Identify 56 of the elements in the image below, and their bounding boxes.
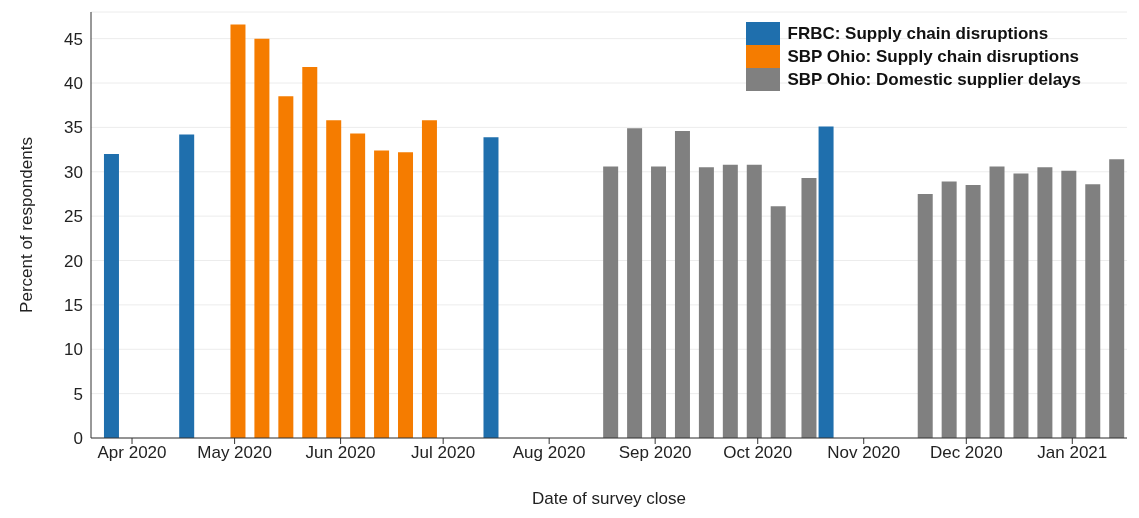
bar bbox=[989, 166, 1005, 438]
bar bbox=[722, 164, 738, 438]
x-tick-label: Jan 2021 bbox=[1037, 443, 1108, 463]
bar bbox=[1061, 170, 1077, 438]
bar bbox=[326, 120, 342, 438]
x-tick-label: May 2020 bbox=[197, 443, 272, 463]
x-tick-label: Dec 2020 bbox=[929, 443, 1003, 463]
bar bbox=[374, 150, 390, 438]
bar bbox=[483, 137, 499, 438]
bar bbox=[603, 166, 619, 438]
bar bbox=[746, 164, 762, 438]
bar bbox=[674, 130, 690, 438]
x-tick-label: Sep 2020 bbox=[618, 443, 692, 463]
y-tick-label: 0 bbox=[73, 429, 83, 449]
bar bbox=[818, 126, 834, 438]
bar bbox=[1109, 159, 1125, 438]
x-tick-label: Aug 2020 bbox=[512, 443, 586, 463]
y-axis-title: Percent of respondents bbox=[17, 137, 37, 313]
x-tick-label: Nov 2020 bbox=[827, 443, 901, 463]
y-tick-label: 5 bbox=[73, 384, 83, 404]
bar bbox=[941, 181, 957, 438]
bar bbox=[801, 177, 817, 438]
bar bbox=[1013, 173, 1029, 438]
bar bbox=[230, 24, 246, 438]
bar bbox=[1037, 167, 1053, 438]
y-tick-label: 20 bbox=[64, 251, 83, 271]
bar bbox=[965, 185, 981, 438]
x-tick-label: Jul 2020 bbox=[411, 443, 476, 463]
bar bbox=[302, 67, 318, 438]
bar bbox=[651, 166, 667, 438]
y-tick-label: 40 bbox=[64, 74, 83, 94]
bar bbox=[627, 128, 643, 438]
legend-label: FRBC: Supply chain disruptions bbox=[787, 23, 1049, 44]
bar bbox=[103, 154, 119, 438]
bar bbox=[179, 134, 195, 438]
y-tick-label: 25 bbox=[64, 207, 83, 227]
y-tick-label: 10 bbox=[64, 340, 83, 360]
bar bbox=[1085, 184, 1101, 438]
y-tick-label: 45 bbox=[64, 29, 83, 49]
x-tick-label: Jun 2020 bbox=[305, 443, 376, 463]
legend-label: SBP Ohio: Domestic supplier delays bbox=[787, 69, 1081, 90]
x-tick-label: Oct 2020 bbox=[723, 443, 793, 463]
y-tick-label: 15 bbox=[64, 295, 83, 315]
legend-label: SBP Ohio: Supply chain disruptions bbox=[787, 46, 1080, 67]
x-tick-label: Apr 2020 bbox=[97, 443, 167, 463]
bar bbox=[698, 167, 714, 438]
bar bbox=[350, 133, 366, 438]
x-axis-title: Date of survey close bbox=[531, 489, 687, 508]
bar bbox=[421, 120, 437, 438]
y-tick-label: 30 bbox=[64, 162, 83, 182]
bar bbox=[917, 193, 933, 438]
y-tick-label: 35 bbox=[64, 118, 83, 138]
bar bbox=[254, 38, 270, 438]
bar bbox=[770, 206, 786, 438]
bar bbox=[398, 152, 414, 438]
bar bbox=[278, 96, 294, 438]
